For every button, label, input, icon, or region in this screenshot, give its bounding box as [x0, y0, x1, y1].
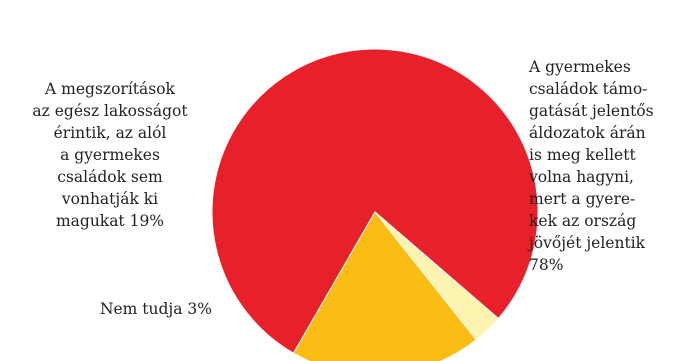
slice-label-3: Nem tudja 3%: [99, 300, 212, 318]
pie-slice-19: [292, 211, 477, 361]
pie-slice-78: [211, 48, 539, 354]
slice-label-19: A megszorítások az egész lakosságot érin…: [32, 80, 188, 230]
slice-label-78: A gyermekes családok támo- gatását jelen…: [529, 58, 654, 274]
